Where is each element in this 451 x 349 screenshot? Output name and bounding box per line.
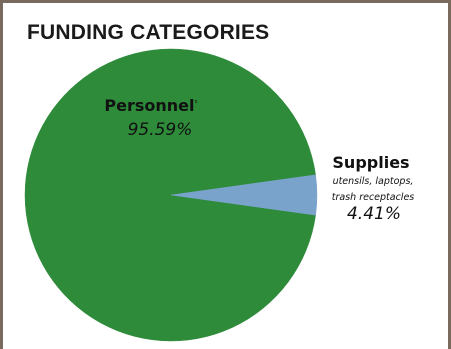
supplies-description-line-1: utensils, laptops, — [333, 176, 414, 187]
pie-slice-supplies — [170, 174, 318, 216]
personnel-label: Personnel¹ — [104, 96, 197, 115]
personnel-label-group: Personnel¹ 95.59% — [104, 96, 197, 140]
supplies-label: Supplies — [332, 153, 409, 172]
supplies-percent: 4.41% — [347, 204, 401, 224]
supplies-description-line-2: trash receptacles — [332, 192, 415, 203]
pie-slices — [24, 48, 318, 342]
pie-slice-personnel — [24, 48, 316, 342]
supplies-label-group: Supplies utensils, laptops, trash recept… — [332, 153, 415, 224]
chart-title: FUNDING CATEGORIES — [27, 21, 270, 44]
personnel-percent: 95.59% — [128, 120, 193, 140]
